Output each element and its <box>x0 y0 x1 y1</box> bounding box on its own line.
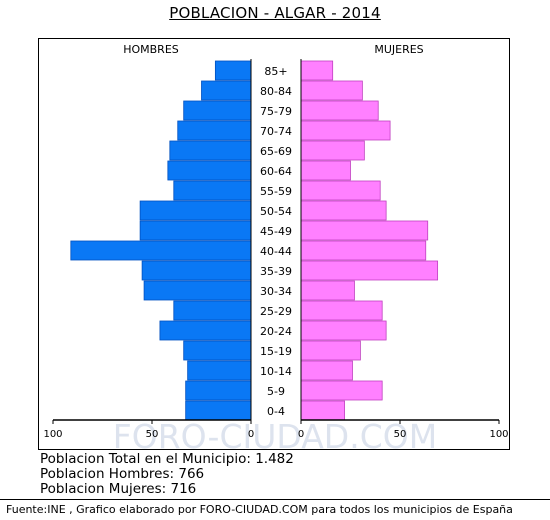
age-label: 25-29 <box>260 305 292 318</box>
bar-mujeres <box>300 80 363 101</box>
source-footer: Fuente:INE , Grafico elaborado por FORO-… <box>6 503 513 516</box>
bar-mujeres <box>300 280 355 301</box>
bar-mujeres <box>300 60 334 81</box>
bar-mujeres <box>300 220 429 241</box>
age-label: 35-39 <box>260 265 292 278</box>
age-label: 5-9 <box>267 385 285 398</box>
bar-mujeres <box>300 260 439 281</box>
x-tick-label: 50 <box>394 429 407 440</box>
bar-hombres <box>185 380 252 401</box>
age-label: 65-69 <box>260 145 292 158</box>
x-tick-label: 50 <box>146 429 159 440</box>
age-label: 70-74 <box>260 125 292 138</box>
age-label: 0-4 <box>267 405 285 418</box>
age-label: 55-59 <box>260 185 292 198</box>
bar-mujeres <box>300 140 365 161</box>
stat-hombres: Poblacion Hombres: 766 <box>40 466 205 482</box>
bar-mujeres <box>300 340 361 361</box>
bar-mujeres <box>300 300 383 321</box>
population-stats: Poblacion Total en el Municipio: 1.482 P… <box>40 452 294 497</box>
age-label: 10-14 <box>260 365 292 378</box>
footer-divider <box>0 499 550 500</box>
bar-hombres <box>214 60 252 81</box>
stat-total: Poblacion Total en el Municipio: 1.482 <box>40 451 294 467</box>
bar-hombres <box>159 320 252 341</box>
bar-hombres <box>139 220 252 241</box>
bar-mujeres <box>300 160 351 181</box>
age-label: 80-84 <box>260 85 292 98</box>
age-label: 15-19 <box>260 345 292 358</box>
bar-mujeres <box>300 380 383 401</box>
bar-hombres <box>141 260 252 281</box>
age-label: 50-54 <box>260 205 292 218</box>
bar-mujeres <box>300 360 353 381</box>
age-label: 45-49 <box>260 225 292 238</box>
age-label: 30-34 <box>260 285 292 298</box>
bar-hombres <box>183 100 252 121</box>
bar-hombres <box>187 360 252 381</box>
bar-hombres <box>173 180 252 201</box>
bar-mujeres <box>300 240 427 261</box>
age-label: 20-24 <box>260 325 292 338</box>
mujeres-header: MUJERES <box>374 43 423 56</box>
chart-title: POBLACION - ALGAR - 2014 <box>169 4 381 22</box>
bar-hombres <box>143 280 252 301</box>
bar-hombres <box>173 300 252 321</box>
bar-mujeres <box>300 200 387 221</box>
age-label: 40-44 <box>260 245 292 258</box>
bar-mujeres <box>300 120 391 141</box>
bar-hombres <box>177 120 252 141</box>
bar-mujeres <box>300 100 379 121</box>
bar-hombres <box>185 400 252 421</box>
watermark: FORO-CIUDAD.COM <box>113 417 437 449</box>
bar-mujeres <box>300 180 381 201</box>
bar-hombres <box>183 340 252 361</box>
stat-mujeres: Poblacion Mujeres: 716 <box>40 481 197 497</box>
x-tick-label: 0 <box>298 429 304 440</box>
bar-mujeres <box>300 320 387 341</box>
age-label: 85+ <box>264 65 287 78</box>
x-tick-label: 100 <box>489 429 508 440</box>
population-pyramid: FORO-CIUDAD.COM HOMBRES MUJERES 85+ 80-84 75-… <box>43 43 508 449</box>
x-tick-label: 100 <box>43 429 62 440</box>
hombres-header: HOMBRES <box>123 43 179 56</box>
bar-hombres <box>201 80 252 101</box>
bar-hombres <box>169 140 252 161</box>
x-tick-label: 0 <box>248 429 254 440</box>
age-label: 60-64 <box>260 165 292 178</box>
bar-hombres <box>167 160 252 181</box>
bar-hombres <box>70 240 252 261</box>
bar-mujeres <box>300 400 345 421</box>
chart-frame: FORO-CIUDAD.COM HOMBRES MUJERES 85+ 80-84 75-… <box>38 38 510 450</box>
bar-hombres <box>139 200 252 221</box>
age-label: 75-79 <box>260 105 292 118</box>
